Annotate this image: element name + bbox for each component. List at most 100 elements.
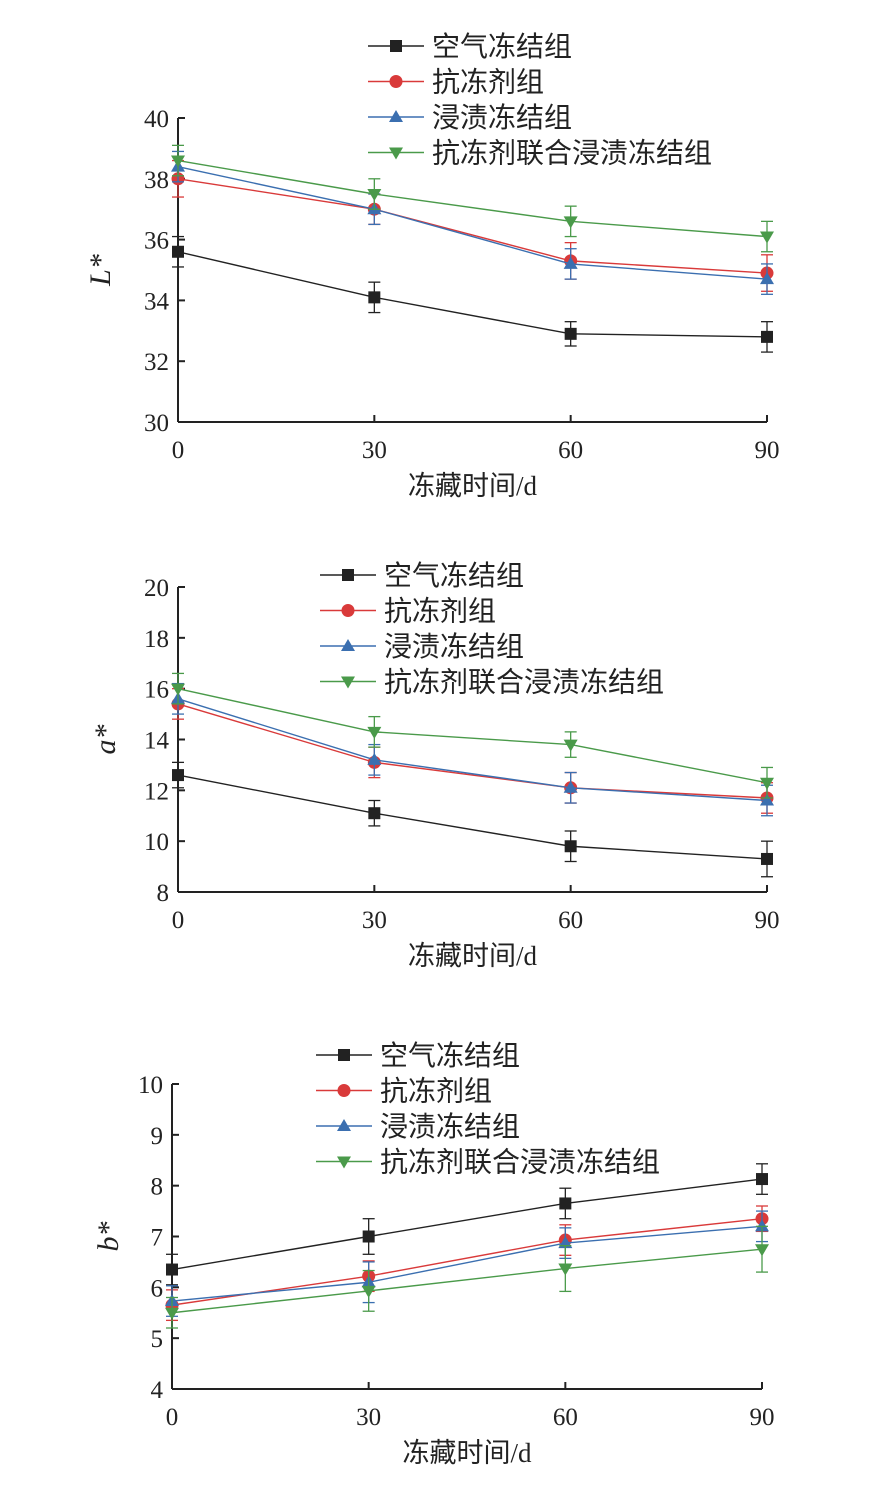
L-data-point	[761, 330, 773, 343]
a-series-2	[171, 682, 774, 817]
L-y-tick-label: 40	[144, 106, 169, 133]
legend-item: 浸渍冻结组	[316, 1111, 520, 1143]
L-x-tick-label: 60	[558, 437, 583, 464]
legend-item: 抗冻剂联合浸渍冻结组	[320, 667, 664, 699]
L-series-line	[177, 165, 768, 280]
L-data-point	[760, 272, 774, 285]
a-data-point	[172, 769, 184, 782]
a-x-tick-label: 30	[362, 907, 387, 934]
legend-label: 抗冻剂联合浸渍冻结组	[384, 667, 664, 699]
a-y-tick-label: 16	[144, 677, 169, 704]
b-data-point	[361, 1285, 376, 1298]
L-x-axis-title: 冻藏时间/d	[408, 471, 538, 501]
L-y-axis-title: L*	[84, 254, 117, 287]
a-series-0	[172, 761, 773, 878]
a-data-point	[367, 752, 382, 765]
legend-label: 抗冻剂联合浸渍冻结组	[432, 138, 712, 170]
legend-item: 抗冻剂联合浸渍冻结组	[368, 138, 712, 170]
legend-marker	[389, 147, 403, 160]
L-y-tick-label: 34	[144, 288, 170, 315]
L-x-tick-label: 90	[755, 437, 780, 464]
legend-marker	[390, 40, 402, 52]
b-y-tick-label: 7	[151, 1225, 164, 1252]
a-data-point	[171, 683, 185, 696]
L-series-line	[177, 251, 768, 338]
legend-marker	[341, 676, 355, 689]
b-series-line	[171, 1178, 763, 1271]
L-series-3	[171, 144, 774, 253]
a-data-point	[761, 852, 773, 865]
b-data-point	[755, 1219, 769, 1232]
a-data-point	[760, 793, 774, 806]
a-data-point	[760, 777, 774, 790]
legend-item: 抗冻剂组	[320, 596, 496, 628]
legend-item: 抗冻剂组	[368, 67, 544, 99]
b-data-point	[166, 1263, 178, 1276]
L-data-point	[172, 245, 184, 258]
b-x-tick-label: 60	[553, 1404, 578, 1431]
a-series-3	[171, 672, 774, 799]
legend-marker	[389, 110, 403, 122]
chart-a: 8 10 12 14 16 18 20 0 30 60 90 冻藏时间/d a* 空气冻结组抗冻剂组浸渍冻…	[89, 560, 780, 971]
a-series-line	[177, 698, 768, 802]
legend-marker	[337, 1119, 351, 1131]
b-y-axis-title: b*	[92, 1222, 125, 1252]
a-x-axis-title: 冻藏时间/d	[408, 941, 538, 971]
legend-marker	[342, 569, 354, 581]
b-x-tick-label: 90	[750, 1404, 775, 1431]
chart-b: 4 5 6 7 8 9 10 0 30 60 90 冻藏时间/d b* 空气冻结组抗冻剂组浸渍冻结组抗冻剂…	[92, 1040, 775, 1468]
legend-marker	[337, 1156, 351, 1169]
b-data-point	[165, 1307, 179, 1320]
L-data-point	[171, 155, 185, 168]
L-y-tick-label: 38	[144, 167, 169, 194]
L-y-tick-label: 36	[144, 228, 169, 255]
legend-label: 抗冻剂联合浸渍冻结组	[380, 1147, 660, 1179]
b-x-tick-label: 0	[166, 1404, 179, 1431]
legend-item: 空气冻结组	[368, 31, 572, 63]
L-series-line	[177, 159, 768, 238]
legend-marker	[338, 1049, 350, 1061]
L-y-tick-label: 32	[144, 349, 169, 376]
legend-marker	[389, 75, 403, 88]
L-series-line	[177, 178, 768, 274]
legend-marker	[337, 1084, 351, 1097]
a-series-line	[177, 703, 768, 799]
a-y-tick-label: 18	[144, 626, 169, 653]
a-data-point	[563, 780, 578, 793]
legend-label: 浸渍冻结组	[384, 631, 524, 663]
legend-label: 浸渍冻结组	[432, 102, 572, 134]
a-y-tick-label: 20	[144, 575, 169, 602]
legend-marker	[341, 639, 355, 651]
a-series-line	[177, 687, 768, 784]
b-y-tick-label: 4	[151, 1377, 164, 1404]
legend-marker	[341, 604, 355, 617]
L-data-point	[563, 216, 578, 229]
legend-label: 抗冻剂组	[384, 596, 496, 628]
L-y-tick-label: 30	[144, 410, 169, 437]
a-y-tick-label: 14	[144, 728, 170, 755]
b-x-tick-label: 30	[356, 1404, 381, 1431]
a-data-point	[564, 840, 577, 853]
a-x-tick-label: 0	[172, 907, 185, 934]
L-x-tick-label: 30	[362, 437, 387, 464]
legend-label: 抗冻剂组	[380, 1076, 492, 1108]
L-series-0	[172, 235, 773, 353]
legend-item: 抗冻剂联合浸渍冻结组	[316, 1147, 660, 1179]
L-data-point	[563, 256, 578, 269]
a-y-tick-label: 12	[144, 778, 169, 805]
b-data-point	[756, 1173, 768, 1186]
b-y-tick-label: 5	[151, 1326, 164, 1353]
b-series-0	[166, 1163, 768, 1286]
L-data-point	[368, 291, 381, 304]
legend-label: 空气冻结组	[432, 31, 572, 63]
b-series-line	[171, 1225, 763, 1302]
L-series-2	[171, 150, 774, 295]
b-series-3	[165, 1225, 769, 1329]
a-data-point	[368, 807, 381, 820]
a-y-tick-label: 8	[157, 880, 170, 907]
